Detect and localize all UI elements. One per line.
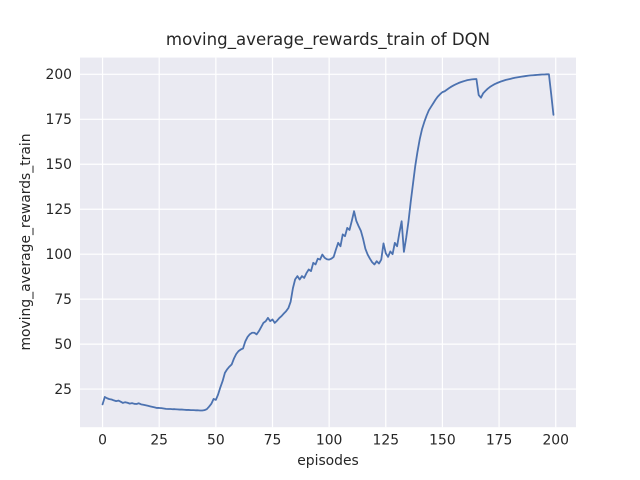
y-tick-label: 50	[54, 337, 72, 353]
x-tick-label: 150	[429, 433, 456, 449]
y-tick-label: 125	[45, 202, 72, 218]
y-tick-label: 75	[54, 292, 72, 308]
x-tick-label: 25	[150, 433, 168, 449]
x-tick-label: 100	[316, 433, 343, 449]
x-tick-label: 200	[542, 433, 569, 449]
x-axis-label: episodes	[297, 453, 359, 469]
x-tick-label: 0	[98, 433, 107, 449]
plot-area	[80, 57, 576, 428]
x-tick-label: 125	[373, 433, 400, 449]
x-tick-label: 175	[486, 433, 513, 449]
x-tick-label: 50	[207, 433, 225, 449]
y-axis-label: moving_average_rewards_train	[18, 133, 35, 351]
y-tick-label: 200	[45, 67, 72, 83]
chart-title: moving_average_rewards_train of DQN	[165, 30, 491, 49]
y-tick-label: 100	[45, 247, 72, 263]
y-tick-label: 175	[45, 112, 72, 128]
y-tick-label: 150	[45, 157, 72, 173]
reward-line	[101, 73, 555, 412]
y-tick-label: 25	[54, 382, 72, 398]
x-tick-label: 75	[264, 433, 282, 449]
